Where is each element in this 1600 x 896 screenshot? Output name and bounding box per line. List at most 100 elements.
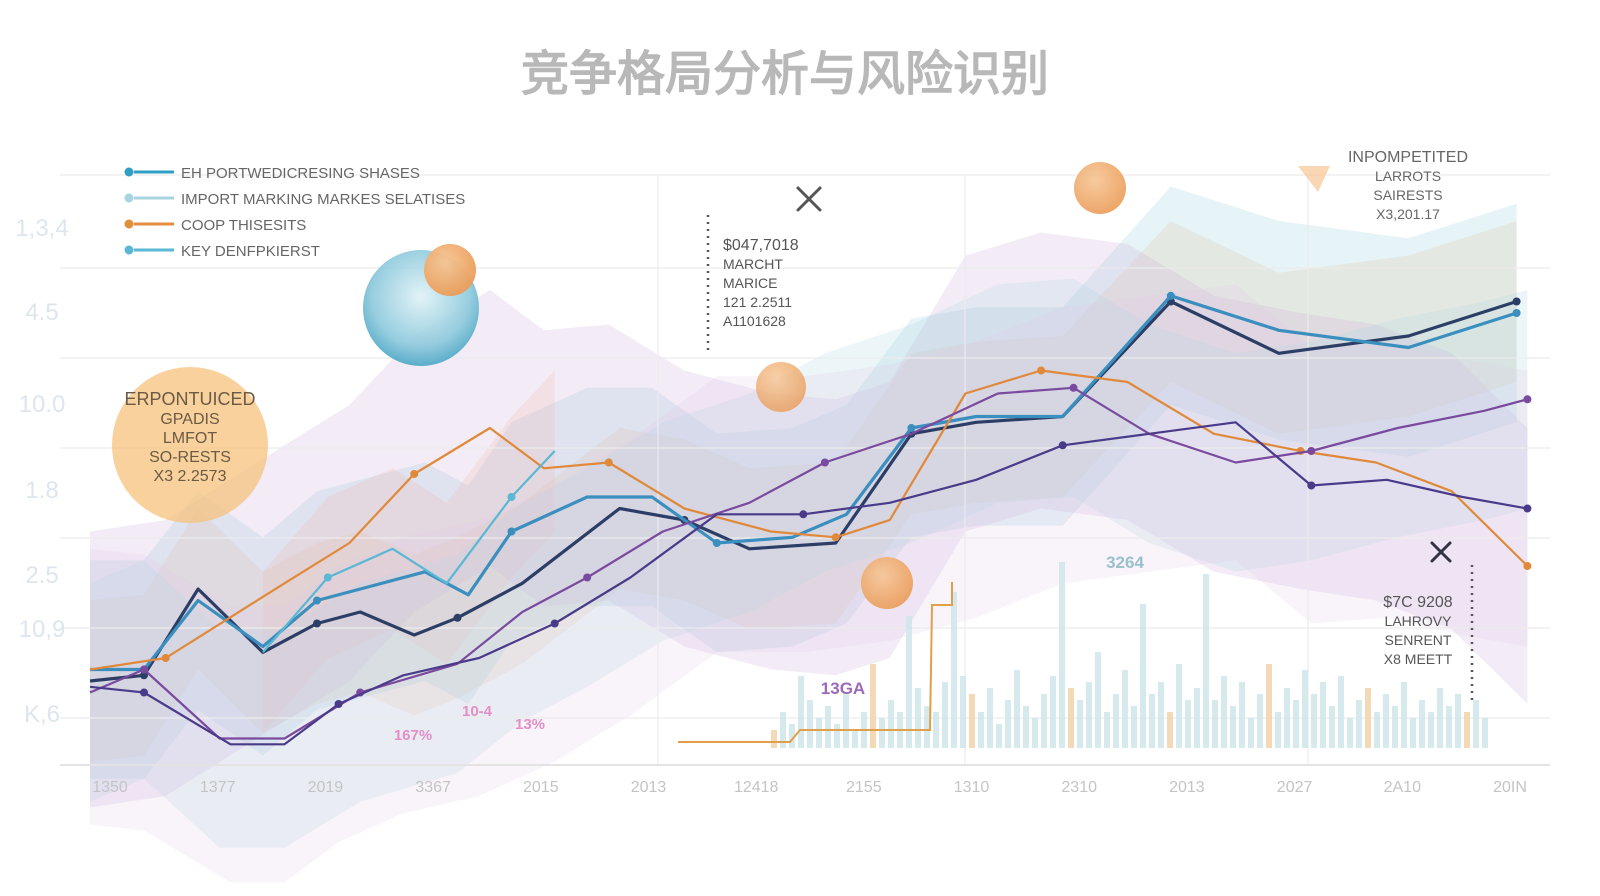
x-tick-label: 2013	[1169, 779, 1205, 796]
bar	[1176, 664, 1182, 748]
data-point	[140, 671, 148, 680]
bar	[879, 718, 885, 748]
data-point	[1523, 395, 1532, 404]
legend-label: KEY DENFPKIERST	[181, 243, 320, 260]
data-point	[1307, 447, 1316, 455]
data-point	[831, 533, 840, 542]
x-tick-label: 2A10	[1384, 779, 1421, 796]
bar	[915, 688, 921, 748]
series-line	[262, 450, 556, 654]
bar	[852, 730, 858, 748]
bar	[1122, 670, 1128, 748]
series-line	[89, 386, 1528, 740]
pct-label-a: 10-4	[462, 703, 493, 720]
bar	[1230, 706, 1236, 748]
bar	[1338, 676, 1344, 748]
bar	[1068, 688, 1074, 748]
bar-label-3264: 3264	[1106, 553, 1144, 572]
bar	[978, 712, 984, 748]
center-callout-text: A1101628	[723, 313, 786, 329]
bar	[843, 694, 849, 748]
left-annotation-text: SO-RESTS	[149, 449, 231, 466]
data-point	[1523, 504, 1532, 513]
bar	[1005, 700, 1011, 748]
bar	[1284, 688, 1290, 748]
series-band	[90, 278, 1528, 848]
bar	[1410, 718, 1416, 748]
x-tick-label: 3367	[415, 779, 451, 796]
bar	[924, 706, 930, 748]
bar	[1140, 604, 1146, 748]
data-point	[1069, 383, 1078, 392]
bar	[1194, 688, 1200, 748]
bar	[1185, 700, 1191, 748]
bar	[1149, 694, 1155, 748]
series-band	[90, 232, 1528, 808]
data-point	[140, 688, 148, 697]
x-tick-label: 2027	[1277, 779, 1313, 796]
bar	[1032, 718, 1038, 748]
data-point	[550, 619, 559, 628]
bar	[789, 724, 795, 748]
top-right-annotation: INPOMPETITED LARROTS SAIRESTS X3,201.17	[1348, 149, 1468, 222]
x-tick-label: 2019	[308, 779, 344, 796]
bar	[1212, 700, 1218, 748]
bottom-right-annotation: $7C 9208 LAHROVY SENRENT X8 MEETT	[1383, 594, 1452, 667]
bar-label-13ga: 13GA	[821, 679, 865, 698]
x-tick-label: 2015	[523, 779, 559, 796]
data-point	[323, 573, 332, 582]
bar	[888, 700, 894, 748]
data-point	[1512, 309, 1521, 317]
orange-bubble-2	[1074, 162, 1126, 214]
triangle-marker-icon	[1298, 166, 1330, 192]
bar	[1383, 694, 1389, 748]
x-tick-label: 2155	[846, 779, 882, 796]
left-annotation-text: ERPONTUICED	[124, 389, 255, 409]
data-point	[313, 596, 321, 605]
bar	[1041, 694, 1047, 748]
top-right-text: INPOMPETITED	[1348, 149, 1468, 166]
bottom-right-text: LAHROVY	[1385, 613, 1453, 629]
bar-series	[771, 562, 1488, 748]
left-annotation-text: LMFOT	[163, 430, 217, 447]
bottom-right-text: X8 MEETT	[1384, 651, 1453, 667]
bar	[1482, 718, 1488, 748]
step-line	[678, 582, 953, 743]
y-tick-label: 10.0	[19, 391, 66, 418]
bar	[807, 700, 813, 748]
bar	[1311, 694, 1317, 748]
left-annotation: ERPONTUICED GPADIS LMFOT SO-RESTS X3 2.2573	[124, 389, 255, 485]
bar	[1437, 688, 1443, 748]
x-tick-label: 20IN	[1493, 779, 1527, 796]
pct-label-c: 13%	[515, 716, 545, 733]
y-tick-label: K,6	[24, 701, 60, 728]
legend-marker	[124, 167, 134, 177]
x-tick-label: 2013	[631, 779, 667, 796]
top-right-text: X3,201.17	[1376, 206, 1440, 222]
bar	[1059, 562, 1065, 748]
legend-marker	[124, 219, 134, 229]
bar	[1293, 700, 1299, 748]
legend-label: EH PORTWEDICRESING SHASES	[181, 165, 420, 182]
bar	[1464, 712, 1470, 748]
bar	[771, 730, 777, 748]
y-tick-label: 4.5	[25, 299, 58, 326]
bar	[1248, 718, 1254, 748]
bar	[1221, 676, 1227, 748]
center-callout-text: 121 2.2511	[723, 294, 792, 310]
data-point	[583, 573, 592, 582]
bar	[1401, 682, 1407, 748]
bar	[816, 718, 822, 748]
bottom-right-text: $7C 9208	[1383, 594, 1452, 611]
bar	[1419, 700, 1425, 748]
bar	[933, 712, 939, 748]
left-annotation-text: X3 2.2573	[154, 468, 227, 485]
x-tick-label: 1310	[954, 779, 990, 796]
series-line	[89, 299, 1518, 683]
bar	[1266, 664, 1272, 748]
data-point	[1512, 297, 1521, 306]
data-point	[453, 613, 462, 622]
bar	[1104, 712, 1110, 748]
bar	[1473, 700, 1479, 748]
